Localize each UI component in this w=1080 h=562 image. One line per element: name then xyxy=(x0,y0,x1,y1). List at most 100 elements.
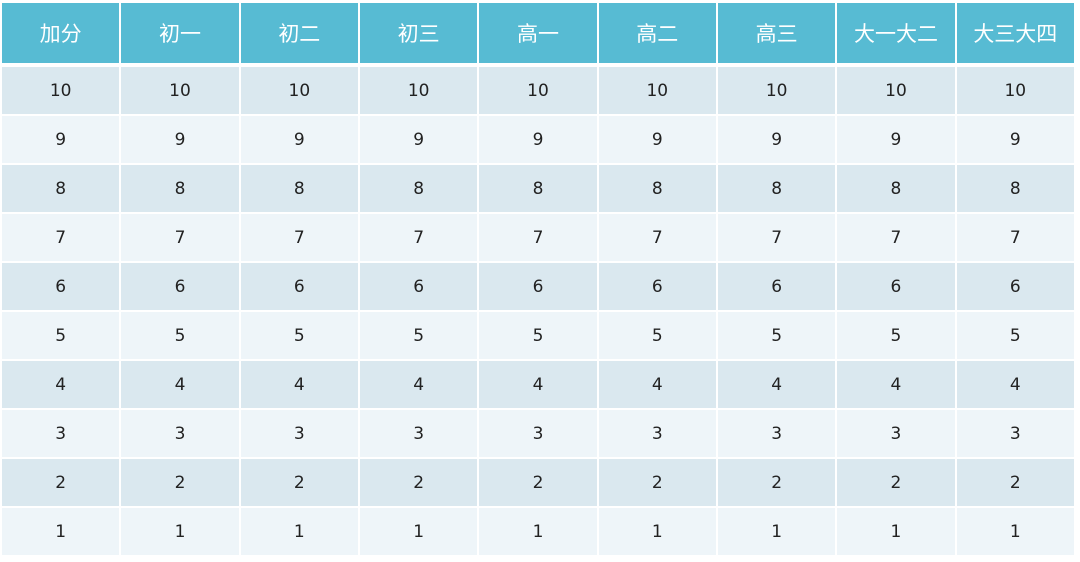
table-cell: 7 xyxy=(2,214,120,261)
table-cell: 5 xyxy=(717,312,836,359)
table-cell: 8 xyxy=(956,165,1074,212)
table-cell: 7 xyxy=(479,214,597,261)
table-cell: 5 xyxy=(2,312,120,359)
column-header: 大一大二 xyxy=(837,3,955,63)
table-cell: 3 xyxy=(359,410,478,457)
table-cell: 2 xyxy=(240,459,358,506)
table-cell: 5 xyxy=(359,312,478,359)
column-header: 加分 xyxy=(2,3,120,63)
column-header: 大三大四 xyxy=(956,3,1074,63)
column-header: 初一 xyxy=(121,3,239,63)
table-cell: 3 xyxy=(717,410,836,457)
table-cell: 10 xyxy=(359,65,478,114)
table-cell: 3 xyxy=(956,410,1074,457)
table-cell: 2 xyxy=(121,459,239,506)
table-cell: 4 xyxy=(837,361,955,408)
table-cell: 7 xyxy=(240,214,358,261)
table-cell: 2 xyxy=(479,459,597,506)
table-cell: 1 xyxy=(717,508,836,555)
table-cell: 9 xyxy=(359,116,478,163)
table-cell: 5 xyxy=(479,312,597,359)
table-cell: 8 xyxy=(121,165,239,212)
table-cell: 3 xyxy=(479,410,597,457)
column-header: 高二 xyxy=(598,3,716,63)
table-cell: 1 xyxy=(479,508,597,555)
table-cell: 9 xyxy=(240,116,358,163)
table-cell: 6 xyxy=(837,263,955,310)
table-cell: 9 xyxy=(956,116,1074,163)
column-header: 高一 xyxy=(479,3,597,63)
table-cell: 1 xyxy=(359,508,478,555)
table-cell: 4 xyxy=(240,361,358,408)
table-cell: 5 xyxy=(956,312,1074,359)
table-cell: 3 xyxy=(598,410,716,457)
table-cell: 9 xyxy=(598,116,716,163)
table-cell: 7 xyxy=(956,214,1074,261)
table-cell: 2 xyxy=(359,459,478,506)
table-cell: 3 xyxy=(837,410,955,457)
table-cell: 2 xyxy=(598,459,716,506)
table-cell: 6 xyxy=(359,263,478,310)
table-cell: 8 xyxy=(479,165,597,212)
table-cell: 4 xyxy=(717,361,836,408)
column-header: 初三 xyxy=(359,3,478,63)
table-cell: 1 xyxy=(240,508,358,555)
table-row: 10 10 10 10 10 10 10 10 10 xyxy=(2,65,1074,114)
table-cell: 5 xyxy=(598,312,716,359)
table-cell: 9 xyxy=(121,116,239,163)
table-cell: 10 xyxy=(837,65,955,114)
table-cell: 6 xyxy=(598,263,716,310)
table-cell: 2 xyxy=(837,459,955,506)
table-cell: 7 xyxy=(359,214,478,261)
header-row: 加分 初一 初二 初三 高一 高二 高三 大一大二 大三大四 xyxy=(2,3,1074,63)
column-header: 初二 xyxy=(240,3,358,63)
table-cell: 10 xyxy=(2,65,120,114)
table-cell: 4 xyxy=(121,361,239,408)
table-cell: 2 xyxy=(2,459,120,506)
table-cell: 9 xyxy=(837,116,955,163)
column-header: 高三 xyxy=(717,3,836,63)
table-cell: 8 xyxy=(359,165,478,212)
table-cell: 6 xyxy=(717,263,836,310)
table-cell: 9 xyxy=(717,116,836,163)
table-cell: 1 xyxy=(598,508,716,555)
table-cell: 10 xyxy=(598,65,716,114)
table-cell: 1 xyxy=(837,508,955,555)
table-cell: 2 xyxy=(956,459,1074,506)
table-cell: 10 xyxy=(956,65,1074,114)
table-cell: 7 xyxy=(598,214,716,261)
table-cell: 6 xyxy=(121,263,239,310)
table-cell: 1 xyxy=(2,508,120,555)
table-cell: 10 xyxy=(121,65,239,114)
table-cell: 5 xyxy=(240,312,358,359)
table-cell: 10 xyxy=(479,65,597,114)
table-cell: 6 xyxy=(2,263,120,310)
table-cell: 6 xyxy=(240,263,358,310)
table-cell: 3 xyxy=(240,410,358,457)
table-cell: 1 xyxy=(121,508,239,555)
table-cell: 10 xyxy=(717,65,836,114)
table-cell: 4 xyxy=(479,361,597,408)
table-cell: 9 xyxy=(2,116,120,163)
table-cell: 5 xyxy=(837,312,955,359)
table-cell: 9 xyxy=(479,116,597,163)
table-cell: 2 xyxy=(717,459,836,506)
table-cell: 5 xyxy=(121,312,239,359)
table-cell: 8 xyxy=(240,165,358,212)
table-cell: 4 xyxy=(2,361,120,408)
table-cell: 7 xyxy=(121,214,239,261)
table-cell: 7 xyxy=(717,214,836,261)
table-cell: 1 xyxy=(956,508,1074,555)
table-cell: 8 xyxy=(837,165,955,212)
table-cell: 8 xyxy=(598,165,716,212)
table-cell: 3 xyxy=(2,410,120,457)
